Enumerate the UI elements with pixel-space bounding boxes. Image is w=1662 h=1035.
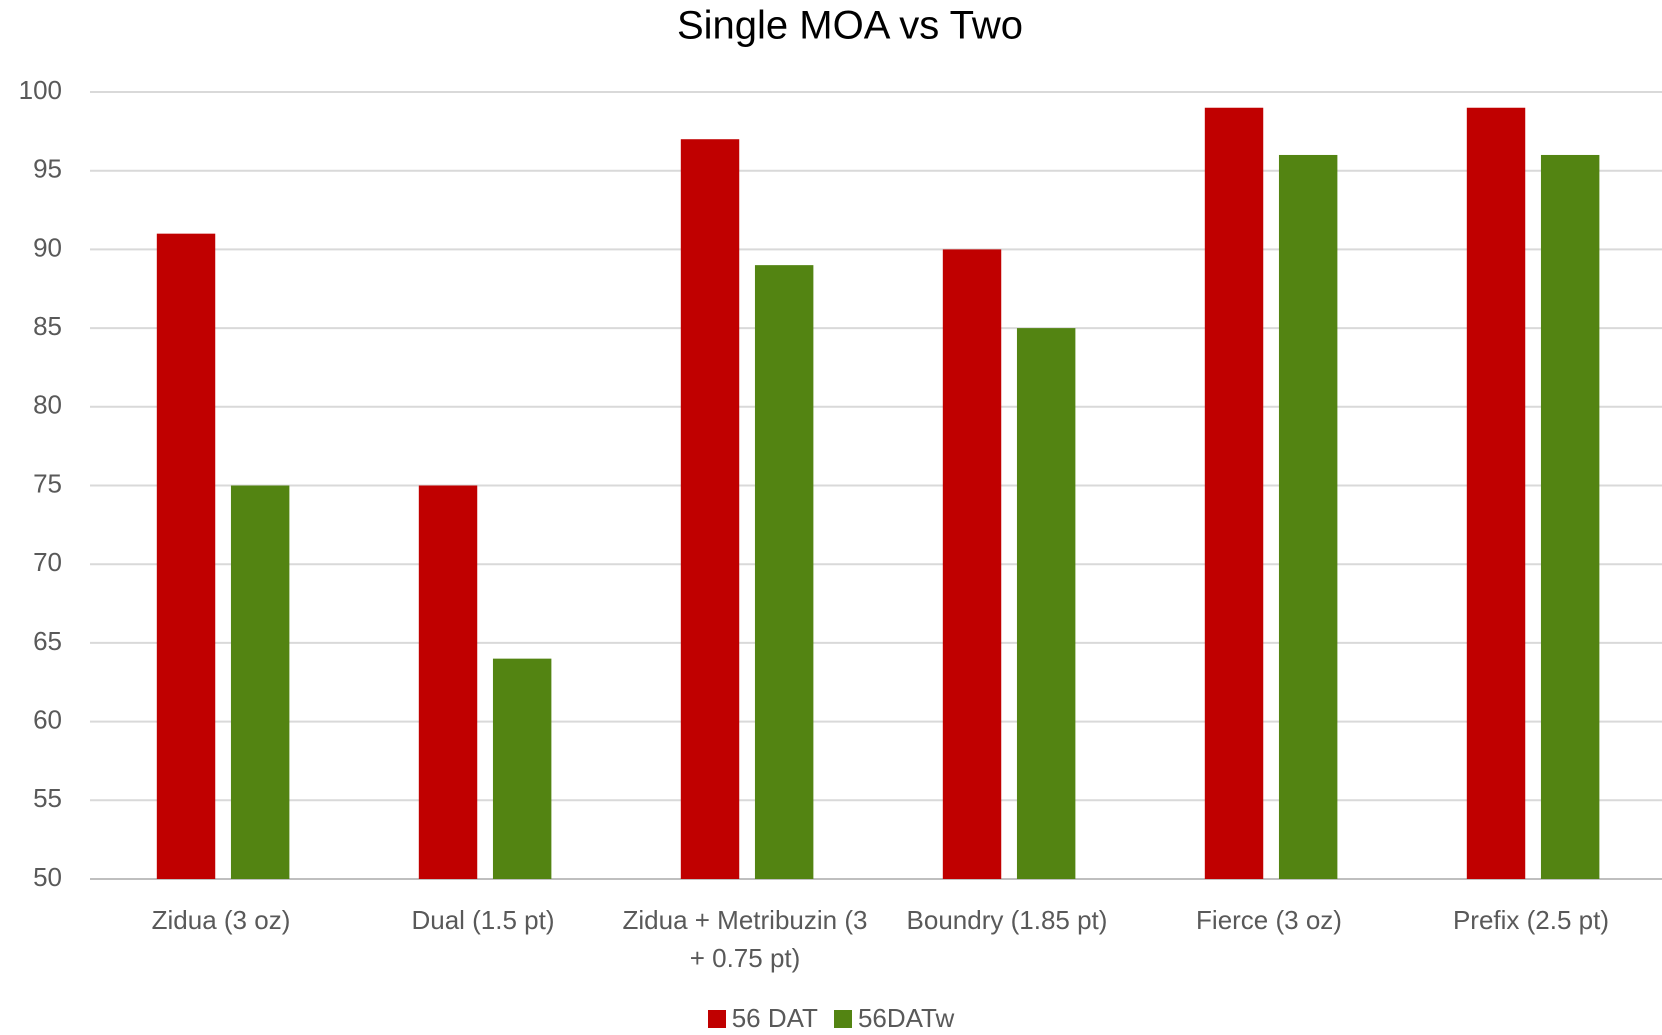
bar <box>1278 154 1338 879</box>
bar <box>680 139 740 880</box>
bar <box>418 485 478 879</box>
y-tick-label: 65 <box>33 626 62 656</box>
y-tick-label: 95 <box>33 154 62 184</box>
legend-item: 56 DAT <box>707 1003 818 1034</box>
y-tick-label: 75 <box>33 468 62 498</box>
y-tick-label: 55 <box>33 783 62 813</box>
bar <box>1540 154 1600 879</box>
x-tick-label: Zidua (3 oz) <box>151 905 291 935</box>
bar <box>230 485 290 879</box>
legend-label: 56DATw <box>857 1003 955 1033</box>
y-tick-label: 80 <box>33 390 62 420</box>
legend-label: 56 DAT <box>731 1003 818 1033</box>
bar <box>1204 107 1264 880</box>
y-tick-label: 60 <box>33 704 62 734</box>
legend-item: 56DATw <box>833 1003 955 1034</box>
y-tick-label: 70 <box>33 547 62 577</box>
legend-swatch <box>833 1009 852 1028</box>
y-tick-label: 90 <box>33 232 62 262</box>
x-tick-label: Fierce (3 oz) <box>1196 905 1342 935</box>
x-tick-label: Prefix (2.5 pt) <box>1452 905 1610 935</box>
x-tick-label: Dual (1.5 pt) <box>411 905 555 935</box>
y-tick-label: 85 <box>33 311 62 341</box>
x-tick-label: Zidua + Metribuzin (3 + 0.75 pt) <box>622 905 868 973</box>
bar <box>492 658 552 879</box>
bar <box>754 265 814 879</box>
bar <box>156 233 216 879</box>
chart-title: Single MOA vs Two <box>677 4 1023 48</box>
bar <box>1016 328 1076 880</box>
y-tick-label: 100 <box>19 75 62 105</box>
bar <box>1466 107 1526 880</box>
bar <box>942 249 1002 879</box>
legend: 56 DAT 56DATw <box>0 1003 1662 1035</box>
legend-swatch <box>707 1009 726 1028</box>
y-tick-label: 50 <box>33 862 62 892</box>
x-tick-label: Boundry (1.85 pt) <box>906 905 1108 935</box>
